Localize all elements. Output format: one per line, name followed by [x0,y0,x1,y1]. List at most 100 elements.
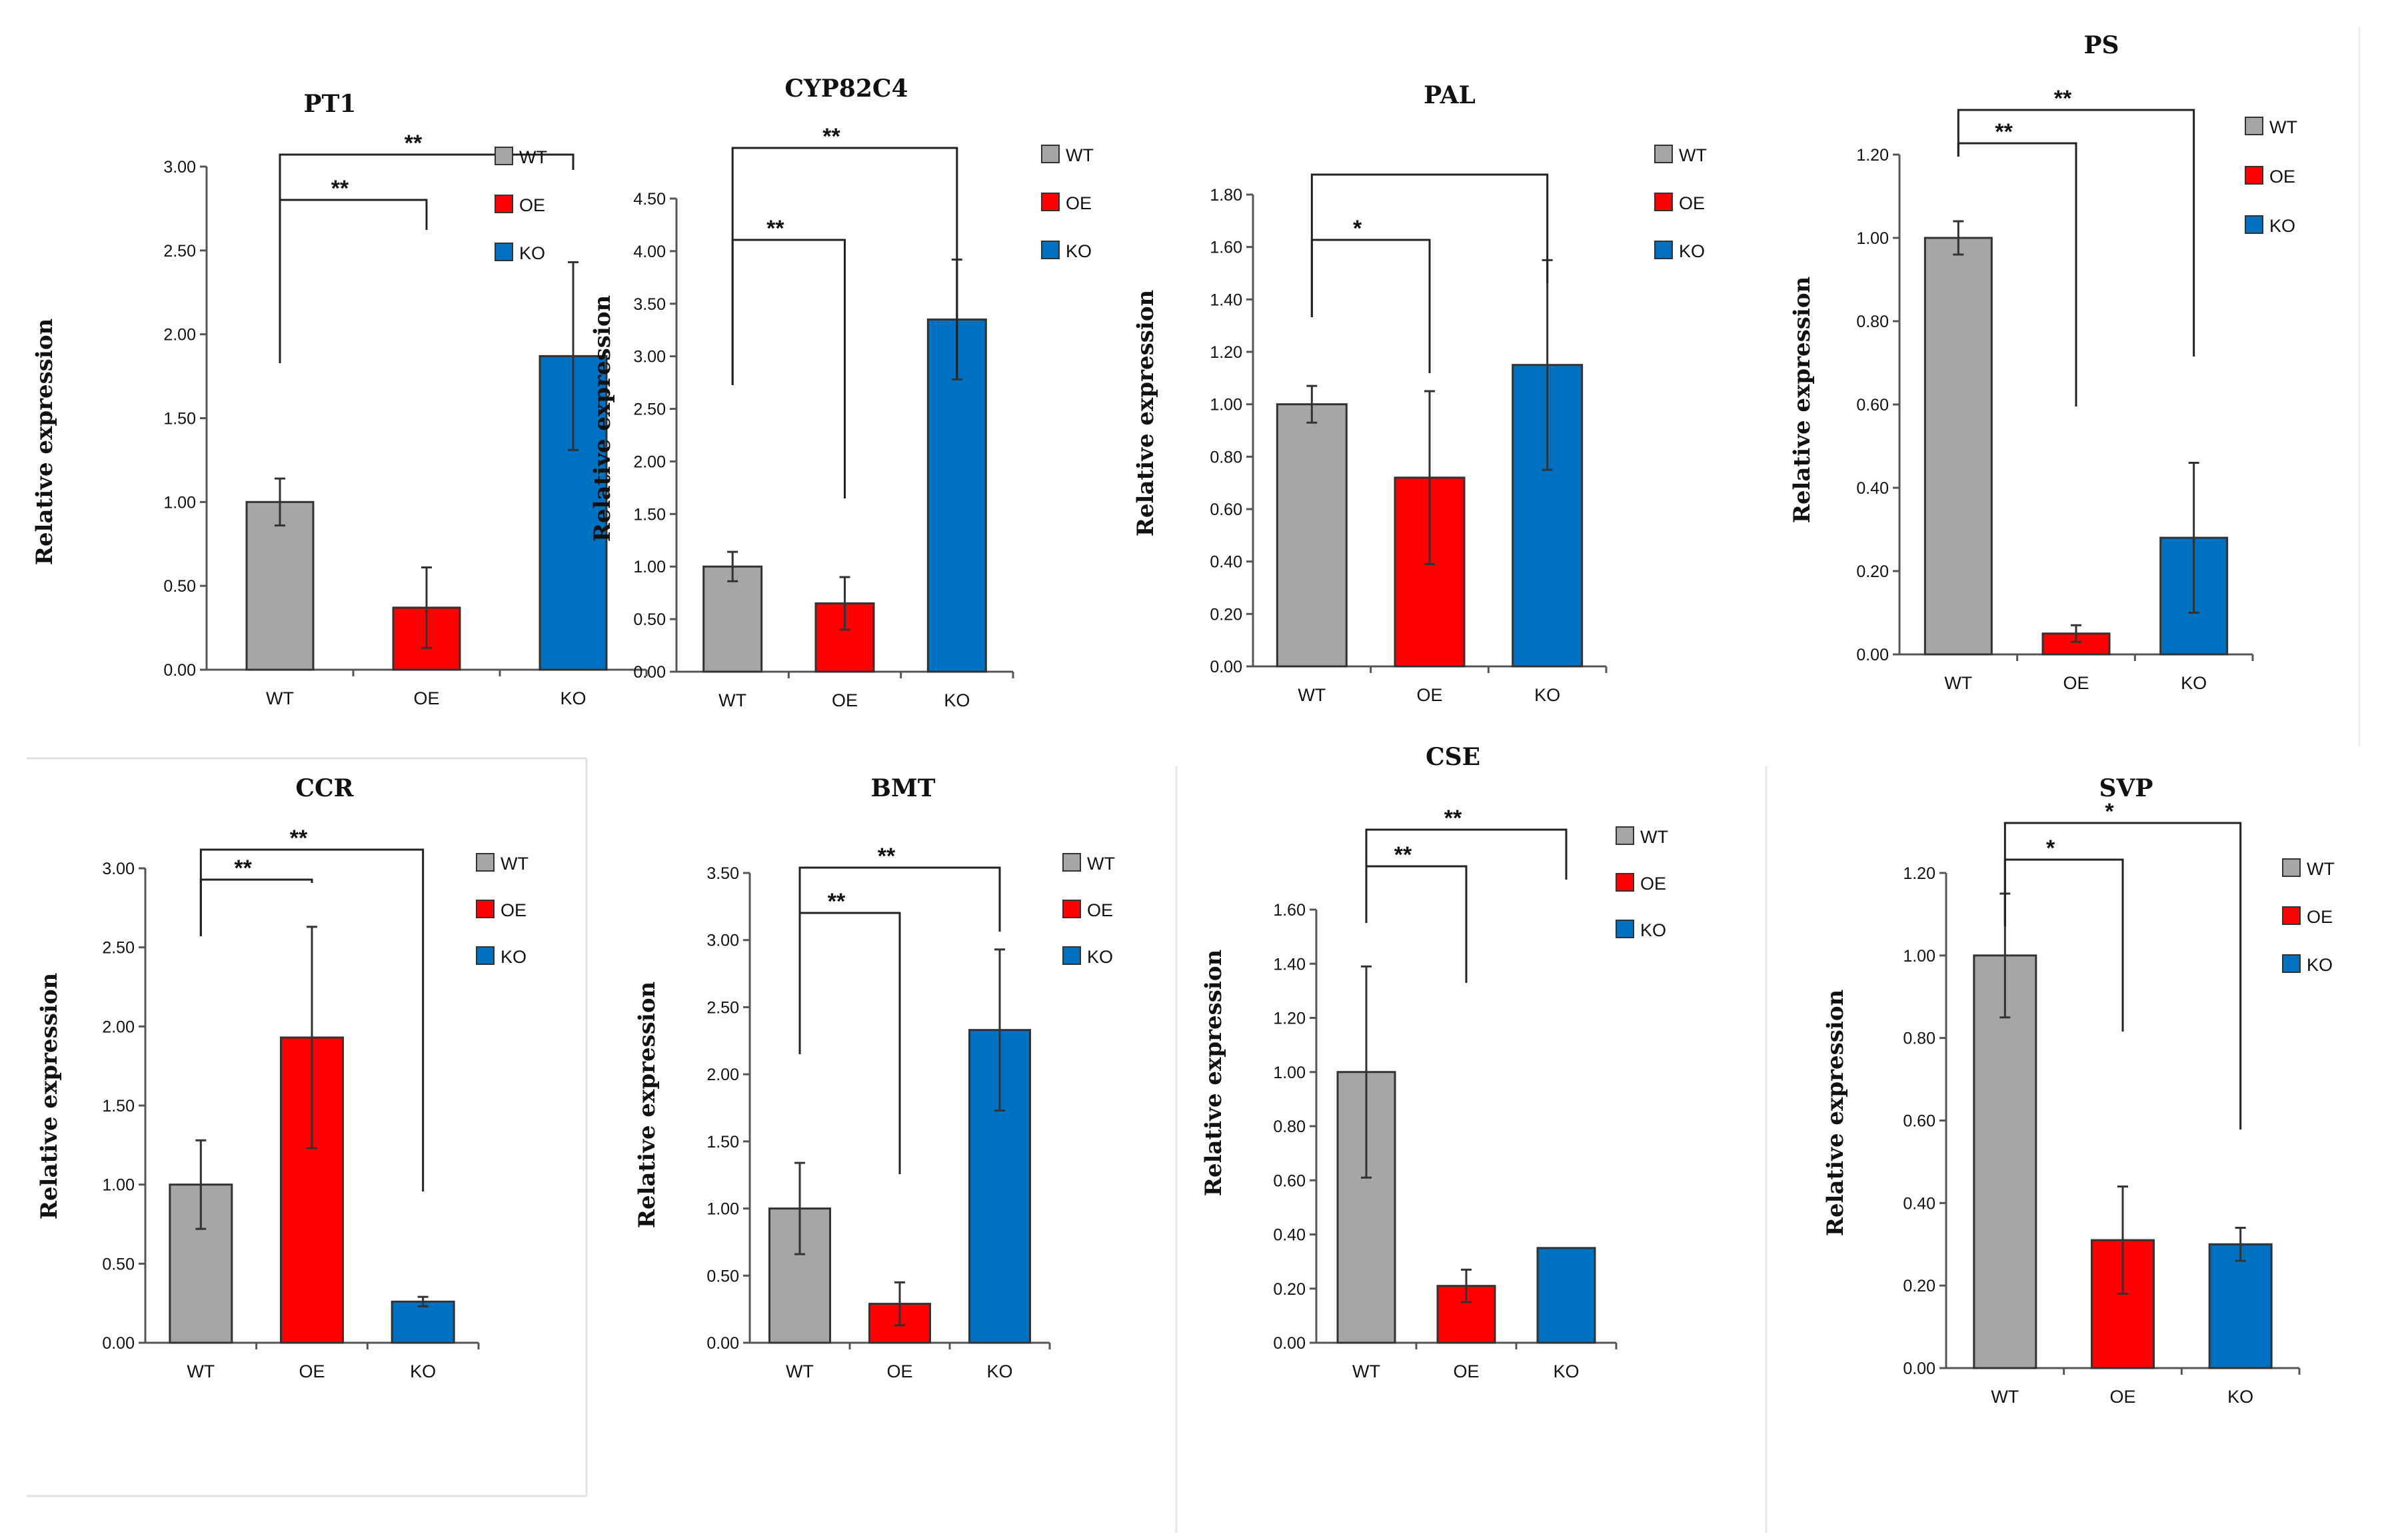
y-tick-label: 0.40 [1273,1226,1306,1245]
bar-wt [1923,237,1993,656]
y-tick-label: 0.80 [1273,1118,1306,1136]
y-tick-label: 0.40 [1210,553,1242,572]
y-tick-label: 0.80 [1210,448,1242,466]
legend-label: KO [1679,241,1705,261]
chart-pt1: PT1 Relative expression 0.00 0.50 1.00 1.50 2.… [31,90,648,708]
significance-bracket [1365,828,1568,923]
legend-swatch-ko [1041,241,1060,259]
legend-label: OE [1066,193,1092,213]
legend-swatch-oe [495,195,513,213]
significance-bracket [731,239,846,498]
legend-label: KO [2307,955,2333,975]
y-tick-label: 0.20 [1273,1280,1306,1299]
y-tick-label: 1.00 [163,493,196,512]
significance-bracket [731,147,958,385]
y-tick-label: 0.00 [706,1334,739,1353]
significance-label: ** [828,889,846,914]
y-tick-label: 1.00 [1856,229,1889,248]
legend-label: KO [1640,920,1666,940]
legend-label: WT [1640,827,1668,847]
y-tick-label: 1.00 [102,1176,135,1195]
significance-bracket [798,912,901,1174]
y-tick-label: 1.40 [1210,291,1242,309]
x-tick-label: OE [2109,1387,2135,1407]
legend-swatch-oe [1062,900,1081,918]
significance-label: ** [766,216,784,241]
y-tick-label: 1.20 [1856,146,1889,165]
legend-swatch-wt [1616,826,1634,845]
y-tick-label: 0.50 [633,610,666,629]
legend-label: WT [1087,854,1115,874]
legend-swatch-oe [1654,193,1673,211]
bar-wt [702,565,763,673]
chart-title: CYP82C4 [784,75,908,103]
x-tick-label: KO [1534,685,1560,705]
y-tick-label: 0.60 [1856,396,1889,414]
chart-title: SVP [2099,774,2153,802]
y-tick-label: 1.80 [1210,186,1242,205]
y-tick-label: 2.00 [706,1066,739,1084]
y-tick-label: 1.20 [1273,1010,1306,1028]
legend-swatch-wt [2245,117,2263,135]
y-tick-label: 0.20 [1210,605,1242,624]
legend-label: KO [1087,947,1113,967]
significance-label: * [2046,836,2055,861]
significance-label: ** [822,124,840,149]
y-tick-label: 0.60 [1210,500,1242,519]
y-tick-label: 3.50 [706,864,739,883]
legend-label: OE [1679,193,1705,213]
x-tick-label: WT [1298,685,1326,705]
y-tick-label: 0.00 [163,661,196,680]
y-tick-label: 4.50 [633,190,666,209]
x-tick-label: OE [886,1361,912,1381]
bar-wt [1276,403,1348,668]
y-tick-label: 0.40 [1856,479,1889,498]
significance-bracket [1310,173,1549,317]
chart-title: CCR [295,774,354,802]
y-tick-label: 0.60 [1273,1171,1306,1190]
y-axis-label: Relative expression [1132,290,1159,537]
y-tick-label: 2.00 [163,326,196,345]
significance-bracket [1957,109,2195,357]
y-tick-label: 2.00 [633,452,666,471]
y-axis-label: Relative expression [634,982,660,1229]
significance-label: ** [878,844,896,869]
y-axis-label: Relative expression [589,295,616,542]
x-tick-label: WT [187,1361,215,1381]
chart-cse: CSE Relative expression 0.00 0.20 0.40 0.60 0.… [1200,743,1668,1381]
chart-title: PT1 [304,90,357,118]
legend-swatch-ko [1654,241,1673,259]
legend-label: KO [519,243,545,263]
y-tick-label: 1.00 [633,558,666,576]
y-tick-label: 1.60 [1210,239,1242,257]
significance-bracket [798,866,1001,1054]
y-tick-label: 1.50 [102,1097,135,1116]
legend-swatch-ko [2245,215,2263,234]
x-tick-label: OE [2063,673,2089,693]
x-tick-label: KO [944,690,970,710]
chart-svp: SVP Relative expression 0.00 0.20 0.40 0.60 0.… [1822,774,2335,1407]
legend-swatch-wt [1654,145,1673,163]
significance-label: ** [290,826,308,851]
legend-label: OE [2307,907,2333,927]
y-tick-label: 0.00 [1856,646,1889,664]
y-tick-label: 0.50 [163,577,196,596]
legend-label: OE [501,900,527,920]
y-tick-label: 2.50 [706,998,739,1017]
y-tick-label: 2.50 [633,400,666,419]
significance-bracket [199,878,313,936]
y-tick-label: 0.50 [706,1267,739,1285]
legend-label: OE [2269,167,2295,187]
x-tick-label: KO [2181,673,2207,693]
legend-swatch-ko [476,946,495,965]
y-tick-label: 1.20 [1903,864,1935,883]
y-tick-label: 0.60 [1903,1112,1935,1131]
x-tick-label: KO [560,688,586,708]
x-tick-label: OE [299,1361,325,1381]
significance-bracket [279,199,428,363]
legend-label: WT [1679,145,1707,165]
y-tick-label: 1.50 [633,505,666,524]
y-tick-label: 3.00 [163,158,196,177]
y-tick-label: 2.00 [102,1018,135,1036]
bar-ko [391,1300,455,1344]
